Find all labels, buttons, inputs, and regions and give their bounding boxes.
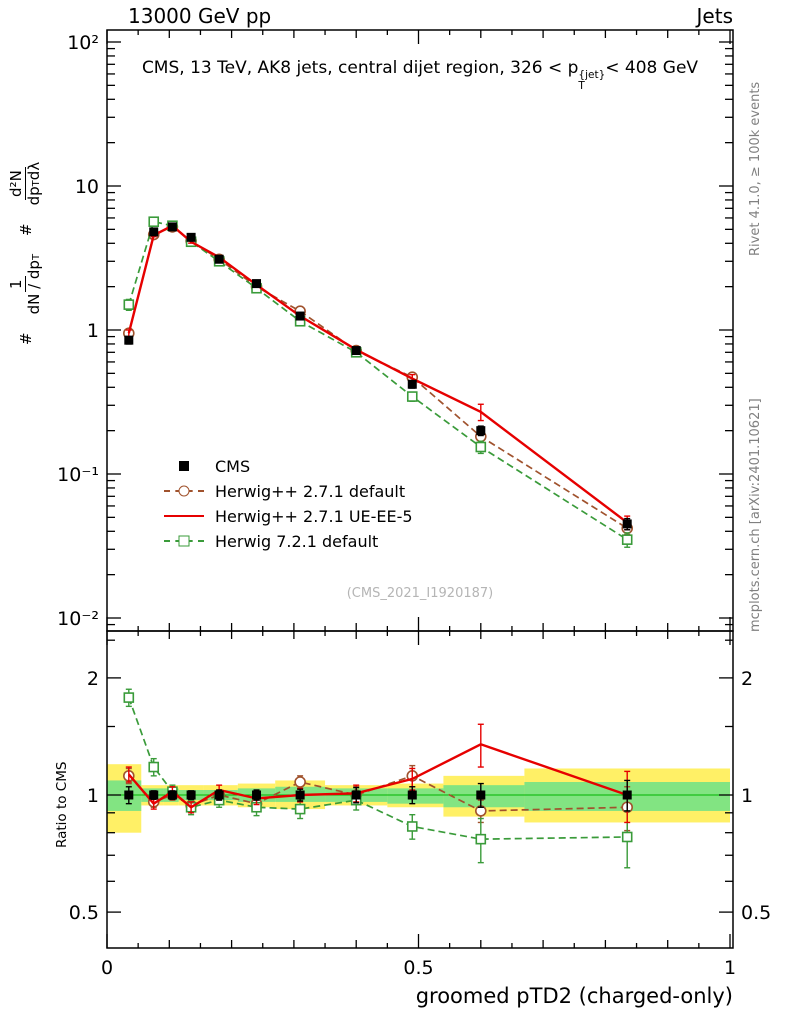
analysis-id-watermark: (CMS_2021_I1920187) xyxy=(346,586,494,601)
svg-text:2: 2 xyxy=(741,668,753,690)
svg-text:1: 1 xyxy=(87,320,99,342)
hash-symbol: # xyxy=(16,332,35,345)
svg-text:1: 1 xyxy=(87,785,99,807)
svg-text:10⁻²: 10⁻² xyxy=(57,608,99,630)
svg-text:1: 1 xyxy=(741,785,753,807)
title-superscript: {jet} xyxy=(578,69,606,81)
svg-text:1: 1 xyxy=(724,957,736,979)
x-axis-label: groomed pTD2 (charged-only) xyxy=(415,984,733,1008)
legend-label: Herwig++ 2.7.1 UE-EE-5 xyxy=(215,506,413,526)
legend-item-cms: CMS xyxy=(163,456,413,476)
legend-item-herwig7-default: Herwig 7.2.1 default xyxy=(163,531,413,551)
svg-text:0.5: 0.5 xyxy=(741,902,771,924)
legend-marker-herwig7-default xyxy=(163,534,205,548)
legend-label: Herwig 7.2.1 default xyxy=(215,531,379,551)
fraction-one-over-dndpt: 1 dN / dp T xyxy=(7,253,44,315)
fraction-d2n-dptdlambda: d²N dp T dλ xyxy=(7,161,44,206)
header-beam-energy: 13000 GeV pp xyxy=(128,4,272,28)
svg-text:0: 0 xyxy=(101,957,113,979)
legend-marker-herwigpp-default xyxy=(163,484,205,498)
legend-marker-cms xyxy=(163,459,205,473)
legend: CMS Herwig++ 2.7.1 default Herwig++ 2.7.… xyxy=(163,456,413,551)
plot-title-text: CMS, 13 TeV, AK8 jets, central dijet reg… xyxy=(141,58,579,78)
header-analysis-group: Jets xyxy=(696,4,733,28)
legend-marker-herwigpp-ueee5 xyxy=(163,509,205,523)
rivet-version-note: Rivet 4.1.0, ≥ 100k events xyxy=(748,81,763,256)
hash-symbol: # xyxy=(16,223,35,236)
ratio-y-axis-label: Ratio to CMS xyxy=(54,761,70,848)
svg-text:10²: 10² xyxy=(67,32,99,54)
pt-jet-supsub: {jet} T xyxy=(578,69,606,93)
legend-item-herwigpp-ueee5: Herwig++ 2.7.1 UE-EE-5 xyxy=(163,506,413,526)
legend-label: CMS xyxy=(215,456,251,476)
plot-title: CMS, 13 TeV, AK8 jets, central dijet reg… xyxy=(107,58,733,92)
legend-label: Herwig++ 2.7.1 default xyxy=(215,481,406,501)
legend-item-herwigpp-default: Herwig++ 2.7.1 default xyxy=(163,481,413,501)
svg-text:0.5: 0.5 xyxy=(403,957,433,979)
mcplots-arxiv-note: mcplots.cern.ch [arXiv:2401.10621] xyxy=(748,398,763,632)
plot-title-text-end: < 408 GeV xyxy=(605,58,699,78)
svg-text:10⁻¹: 10⁻¹ xyxy=(57,464,99,486)
title-subscript: T xyxy=(578,80,585,93)
svg-text:2: 2 xyxy=(87,668,99,690)
svg-text:0.5: 0.5 xyxy=(69,902,99,924)
svg-text:10: 10 xyxy=(75,176,99,198)
y-axis-label: # 1 dN / dp T # d²N dp T dλ xyxy=(7,160,44,345)
